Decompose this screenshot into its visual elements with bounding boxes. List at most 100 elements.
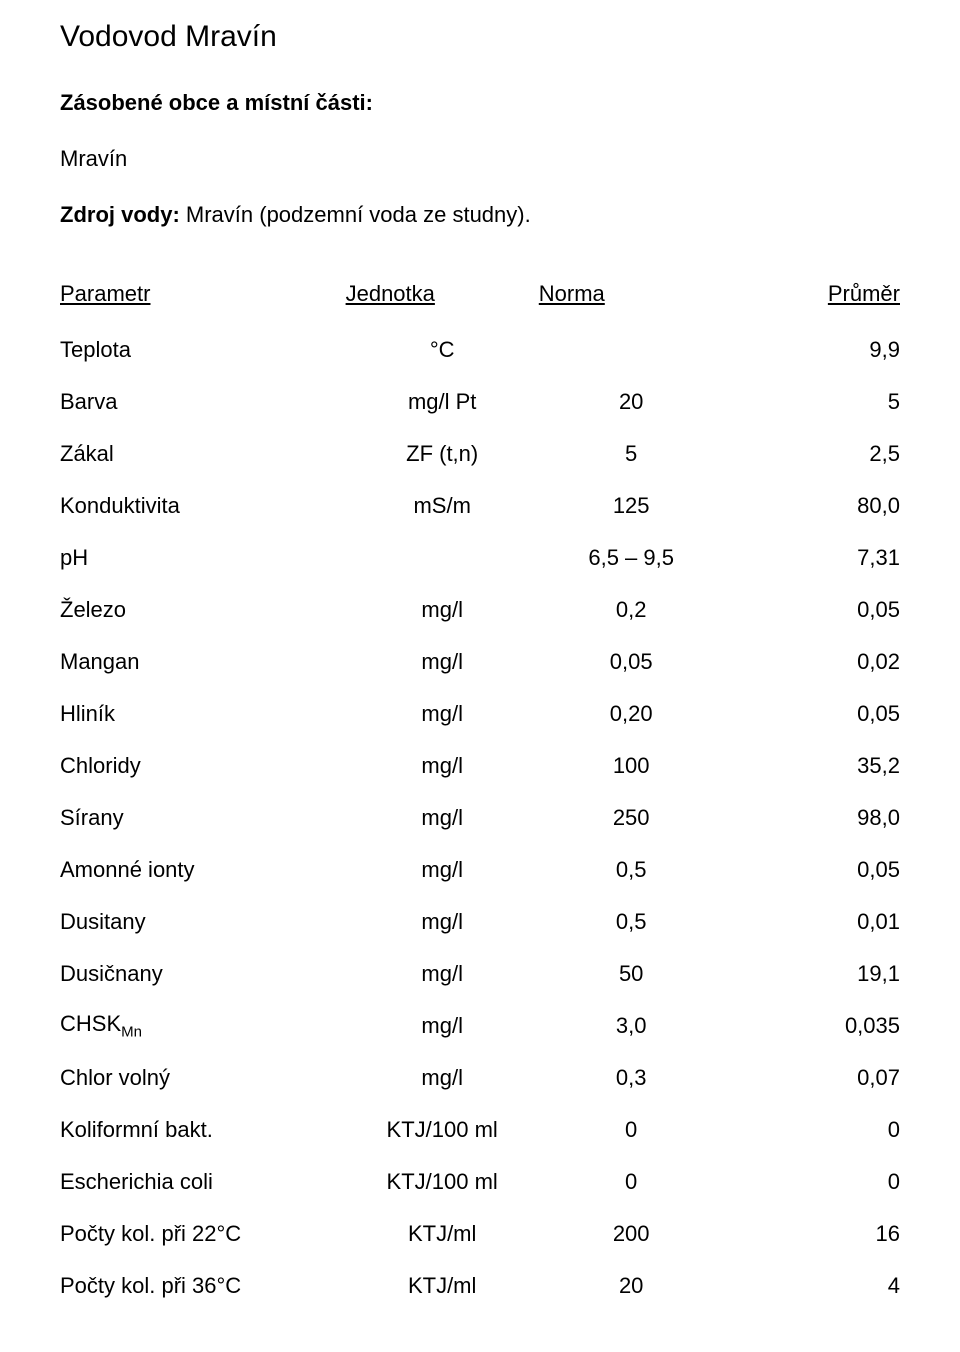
cell-norm: 250 bbox=[539, 792, 724, 844]
cell-norm: 3,0 bbox=[539, 1000, 724, 1052]
cell-norm: 125 bbox=[539, 480, 724, 532]
cell-average: 0,035 bbox=[724, 1000, 900, 1052]
cell-parameter: Chlor volný bbox=[60, 1052, 346, 1104]
location-text: Mravín bbox=[60, 146, 900, 172]
cell-norm: 20 bbox=[539, 376, 724, 428]
table-row: Železomg/l0,20,05 bbox=[60, 584, 900, 636]
cell-parameter: Počty kol. při 36°C bbox=[60, 1260, 346, 1312]
cell-norm: 50 bbox=[539, 948, 724, 1000]
cell-unit bbox=[346, 532, 539, 584]
cell-unit: mg/l bbox=[346, 844, 539, 896]
cell-average: 5 bbox=[724, 376, 900, 428]
cell-average: 0 bbox=[724, 1104, 900, 1156]
page-title: Vodovod Mravín bbox=[60, 20, 900, 54]
table-row: Amonné iontymg/l0,50,05 bbox=[60, 844, 900, 896]
header-unit: Jednotka bbox=[346, 272, 539, 324]
cell-norm: 0,20 bbox=[539, 688, 724, 740]
cell-average: 7,31 bbox=[724, 532, 900, 584]
table-body: Teplota°C9,9Barvamg/l Pt205ZákalZF (t,n)… bbox=[60, 324, 900, 1312]
table-row: KonduktivitamS/m12580,0 bbox=[60, 480, 900, 532]
cell-average: 4 bbox=[724, 1260, 900, 1312]
cell-average: 0,07 bbox=[724, 1052, 900, 1104]
cell-average: 0 bbox=[724, 1156, 900, 1208]
table-row: Počty kol. při 36°CKTJ/ml204 bbox=[60, 1260, 900, 1312]
cell-norm: 100 bbox=[539, 740, 724, 792]
cell-unit: mS/m bbox=[346, 480, 539, 532]
cell-average: 0,02 bbox=[724, 636, 900, 688]
cell-unit: mg/l bbox=[346, 792, 539, 844]
data-table: Parametr Jednotka Norma Průměr Teplota°C… bbox=[60, 272, 900, 1312]
source-text: Mravín (podzemní voda ze studny). bbox=[180, 202, 531, 227]
cell-norm: 0,5 bbox=[539, 896, 724, 948]
cell-parameter: CHSKMn bbox=[60, 1000, 346, 1052]
cell-unit: ZF (t,n) bbox=[346, 428, 539, 480]
table-row: Počty kol. při 22°CKTJ/ml20016 bbox=[60, 1208, 900, 1260]
cell-parameter: Dusičnany bbox=[60, 948, 346, 1000]
cell-average: 0,05 bbox=[724, 844, 900, 896]
table-row: pH6,5 – 9,57,31 bbox=[60, 532, 900, 584]
cell-norm: 200 bbox=[539, 1208, 724, 1260]
table-header-row: Parametr Jednotka Norma Průměr bbox=[60, 272, 900, 324]
table-row: Koliformní bakt.KTJ/100 ml00 bbox=[60, 1104, 900, 1156]
cell-average: 98,0 bbox=[724, 792, 900, 844]
cell-average: 9,9 bbox=[724, 324, 900, 376]
cell-average: 19,1 bbox=[724, 948, 900, 1000]
table-row: Barvamg/l Pt205 bbox=[60, 376, 900, 428]
table-row: Escherichia coliKTJ/100 ml00 bbox=[60, 1156, 900, 1208]
table-row: Hliníkmg/l0,200,05 bbox=[60, 688, 900, 740]
subscript-text: Mn bbox=[121, 1024, 142, 1041]
cell-norm: 20 bbox=[539, 1260, 724, 1312]
header-norm: Norma bbox=[539, 272, 724, 324]
cell-average: 80,0 bbox=[724, 480, 900, 532]
cell-unit: mg/l bbox=[346, 1052, 539, 1104]
table-row: CHSKMnmg/l3,00,035 bbox=[60, 1000, 900, 1052]
subtitle: Zásobené obce a místní části: bbox=[60, 90, 900, 116]
cell-parameter: Koliformní bakt. bbox=[60, 1104, 346, 1156]
cell-norm: 0 bbox=[539, 1104, 724, 1156]
cell-unit: mg/l Pt bbox=[346, 376, 539, 428]
cell-parameter: Mangan bbox=[60, 636, 346, 688]
table-row: ZákalZF (t,n)52,5 bbox=[60, 428, 900, 480]
cell-norm: 0,3 bbox=[539, 1052, 724, 1104]
header-average: Průměr bbox=[724, 272, 900, 324]
cell-parameter: Chloridy bbox=[60, 740, 346, 792]
table-row: Dusitanymg/l0,50,01 bbox=[60, 896, 900, 948]
cell-unit: mg/l bbox=[346, 636, 539, 688]
cell-unit: mg/l bbox=[346, 688, 539, 740]
cell-unit: KTJ/ml bbox=[346, 1208, 539, 1260]
cell-unit: mg/l bbox=[346, 584, 539, 636]
cell-parameter: Sírany bbox=[60, 792, 346, 844]
cell-parameter: Zákal bbox=[60, 428, 346, 480]
cell-norm: 0,2 bbox=[539, 584, 724, 636]
cell-unit: °C bbox=[346, 324, 539, 376]
cell-norm: 0,05 bbox=[539, 636, 724, 688]
cell-parameter: Počty kol. při 22°C bbox=[60, 1208, 346, 1260]
cell-average: 0,05 bbox=[724, 688, 900, 740]
header-parameter: Parametr bbox=[60, 272, 346, 324]
cell-unit: mg/l bbox=[346, 1000, 539, 1052]
cell-unit: KTJ/ml bbox=[346, 1260, 539, 1312]
cell-average: 16 bbox=[724, 1208, 900, 1260]
cell-norm: 0 bbox=[539, 1156, 724, 1208]
cell-unit: KTJ/100 ml bbox=[346, 1156, 539, 1208]
cell-unit: mg/l bbox=[346, 740, 539, 792]
cell-parameter: Konduktivita bbox=[60, 480, 346, 532]
table-row: Chlor volnýmg/l0,30,07 bbox=[60, 1052, 900, 1104]
cell-norm: 5 bbox=[539, 428, 724, 480]
cell-average: 0,05 bbox=[724, 584, 900, 636]
cell-unit: mg/l bbox=[346, 896, 539, 948]
table-row: Manganmg/l0,050,02 bbox=[60, 636, 900, 688]
cell-norm: 0,5 bbox=[539, 844, 724, 896]
table-row: Teplota°C9,9 bbox=[60, 324, 900, 376]
cell-parameter: Železo bbox=[60, 584, 346, 636]
source-line: Zdroj vody: Mravín (podzemní voda ze stu… bbox=[60, 202, 900, 228]
cell-parameter: Escherichia coli bbox=[60, 1156, 346, 1208]
cell-unit: KTJ/100 ml bbox=[346, 1104, 539, 1156]
table-row: Chloridymg/l10035,2 bbox=[60, 740, 900, 792]
cell-parameter: pH bbox=[60, 532, 346, 584]
cell-parameter: Amonné ionty bbox=[60, 844, 346, 896]
cell-unit: mg/l bbox=[346, 948, 539, 1000]
table-row: Síranymg/l25098,0 bbox=[60, 792, 900, 844]
cell-average: 35,2 bbox=[724, 740, 900, 792]
cell-average: 2,5 bbox=[724, 428, 900, 480]
